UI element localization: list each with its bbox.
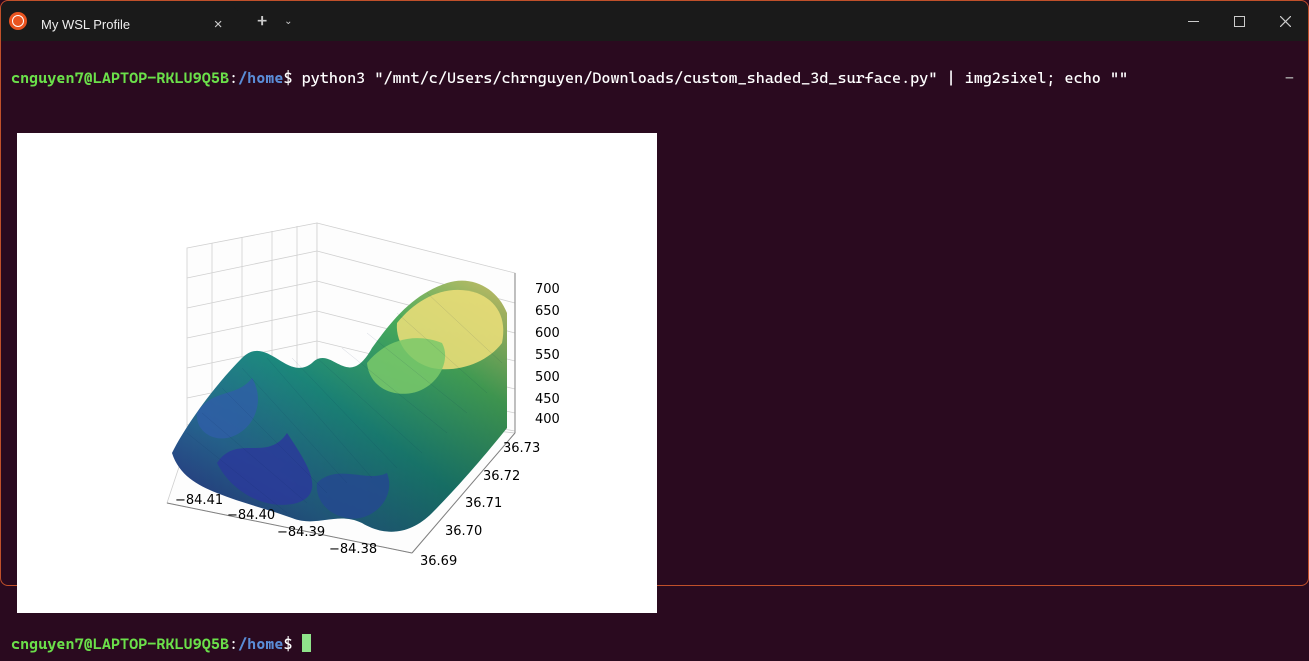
- y-tick: 36.73: [503, 440, 540, 458]
- z-tick: 600: [535, 325, 560, 343]
- tab-title: My WSL Profile: [41, 17, 130, 32]
- x-tick: −84.41: [175, 492, 223, 510]
- y-tick: 36.69: [420, 553, 457, 571]
- prompt-user: cnguyen7@LAPTOP-RKLU9Q5B: [11, 69, 229, 87]
- x-tick: −84.38: [329, 541, 377, 559]
- plot-output: 700 650 600 550 500 450 400 36.73 36.72 …: [17, 133, 657, 613]
- window-controls: [1170, 1, 1308, 41]
- z-tick: 400: [535, 411, 560, 429]
- tab-dropdown-icon[interactable]: ⌄: [284, 16, 292, 27]
- prompt-line-1: cnguyen7@LAPTOP-RKLU9Q5B:/home$ python3 …: [11, 69, 1128, 87]
- tab-active[interactable]: My WSL Profile ×: [37, 7, 238, 41]
- command-text: python3 "/mnt/c/Users/chrnguyen/Download…: [293, 69, 1129, 87]
- y-tick: 36.72: [483, 468, 520, 486]
- x-tick: −84.39: [277, 524, 325, 542]
- y-tick: 36.71: [465, 495, 502, 513]
- cursor: [302, 634, 311, 652]
- y-tick: 36.70: [445, 523, 482, 541]
- maximize-button[interactable]: [1216, 1, 1262, 41]
- window-titlebar: My WSL Profile × + ⌄: [1, 1, 1308, 41]
- z-tick: 500: [535, 369, 560, 387]
- terminal-area[interactable]: cnguyen7@LAPTOP-RKLU9Q5B:/home$ python3 …: [1, 41, 1308, 661]
- z-tick: 650: [535, 303, 560, 321]
- z-tick: 550: [535, 347, 560, 365]
- prompt-path: /home: [238, 635, 283, 653]
- x-tick: −84.40: [227, 507, 275, 525]
- close-button[interactable]: [1262, 1, 1308, 41]
- z-tick: 700: [535, 281, 560, 299]
- prompt-user: cnguyen7@LAPTOP-RKLU9Q5B: [11, 635, 229, 653]
- prompt-line-2: cnguyen7@LAPTOP-RKLU9Q5B:/home$: [11, 635, 311, 653]
- tab-close-icon[interactable]: ×: [208, 14, 228, 34]
- ubuntu-icon: [9, 12, 27, 30]
- new-tab-button[interactable]: +: [252, 11, 272, 32]
- prompt-path: /home: [238, 69, 283, 87]
- z-tick: 450: [535, 391, 560, 409]
- minimize-button[interactable]: [1170, 1, 1216, 41]
